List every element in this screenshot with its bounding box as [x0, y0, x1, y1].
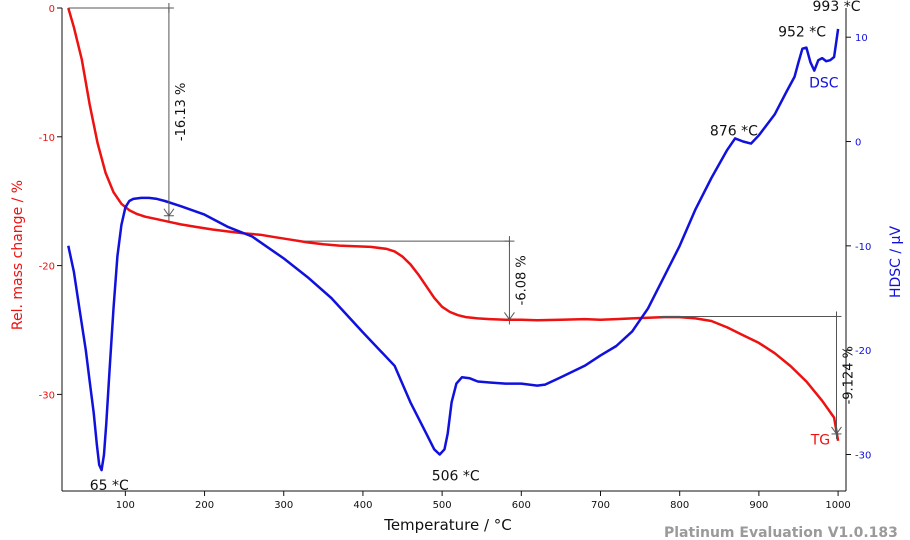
peak-label: 65 *C [90, 478, 129, 494]
y-axis-label-right: HDSC / µV [888, 226, 904, 298]
x-tick-label: 100 [116, 500, 135, 511]
x-axis-label: Temperature / °C [383, 516, 512, 534]
series-line-tg [67, 7, 840, 442]
series-label-tg: TG [810, 433, 830, 449]
x-tick-label: 500 [433, 500, 452, 511]
axes [61, 8, 847, 492]
x-tick-label: 800 [670, 500, 689, 511]
x-tick-label: 900 [749, 500, 768, 511]
y-right-tick-label: 10 [855, 33, 868, 44]
x-tick-label: 1000 [825, 500, 850, 511]
series-label-dsc: DSC [809, 75, 839, 91]
y-right-tick-label: -10 [855, 242, 871, 253]
y-axis-label-left: Rel. mass change / % [10, 180, 26, 330]
series [67, 7, 840, 472]
x-tick-label: 700 [591, 500, 610, 511]
peak-label: 952 *C [778, 25, 826, 41]
annotations: -16.13 % -6.08 % -9.124 % DSC TG 65 *C 506 *C 8… [68, 0, 861, 494]
y-left-tick-label: -30 [39, 390, 55, 401]
y-left-tick-label: -10 [39, 133, 55, 144]
y-right-tick-label: -30 [855, 450, 871, 461]
x-tick-label: 600 [512, 500, 531, 511]
step-label: -6.08 % [514, 255, 529, 305]
peak-label: 993 *C [813, 0, 861, 15]
y-left-tick-label: -20 [39, 262, 55, 273]
y-left-tick-label: 0 [49, 4, 55, 15]
step-label: -16.13 % [174, 83, 189, 141]
peak-label: 876 *C [710, 123, 758, 139]
x-tick-label: 400 [353, 500, 372, 511]
step-arrowhead [831, 426, 842, 435]
y-right-tick-label: 0 [855, 138, 861, 149]
series-line-dsc [67, 28, 840, 472]
x-tick-label: 300 [274, 500, 293, 511]
peak-label: 506 *C [432, 468, 480, 484]
step-label: -9.124 % [841, 346, 856, 404]
step-arrowhead [504, 312, 515, 321]
step-arrowhead [163, 208, 175, 217]
y-right-tick-label: -20 [855, 346, 871, 357]
x-tick-label: 200 [195, 500, 214, 511]
watermark: Platinum Evaluation V1.0.183 [664, 525, 898, 540]
ticks: 100 200 300 400 500 600 700 800 900 10000-10-20-3… [39, 4, 872, 511]
